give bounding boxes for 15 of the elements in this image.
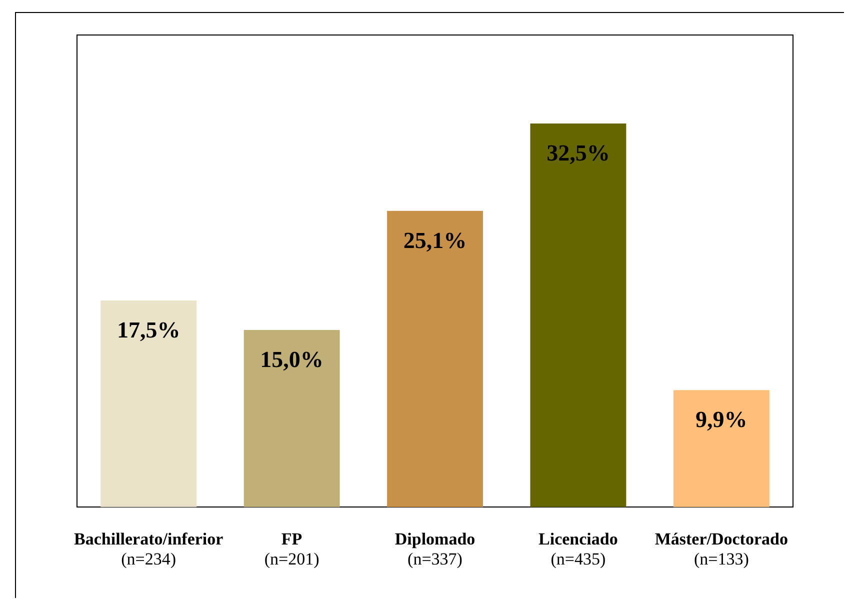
data-label: 17,5% xyxy=(116,318,180,342)
x-tick-label: Bachillerato/inferior (n=234) xyxy=(74,530,224,568)
x-tick-label: Licenciado (n=435) xyxy=(538,530,618,568)
data-label: 32,5% xyxy=(546,140,610,166)
data-label: 25,1% xyxy=(403,228,467,253)
x-tick-label: Diplomado (n=337) xyxy=(394,530,476,568)
bar xyxy=(387,210,483,507)
x-tick-label: FP (n=201) xyxy=(264,530,320,568)
bar xyxy=(244,330,340,507)
bar xyxy=(100,300,197,507)
data-label: 9,9% xyxy=(696,407,748,432)
data-label: 15,0% xyxy=(260,347,324,372)
x-tick-label: Máster/Doctorado (n=133) xyxy=(654,530,788,568)
bar xyxy=(530,124,626,507)
bar xyxy=(673,390,770,507)
